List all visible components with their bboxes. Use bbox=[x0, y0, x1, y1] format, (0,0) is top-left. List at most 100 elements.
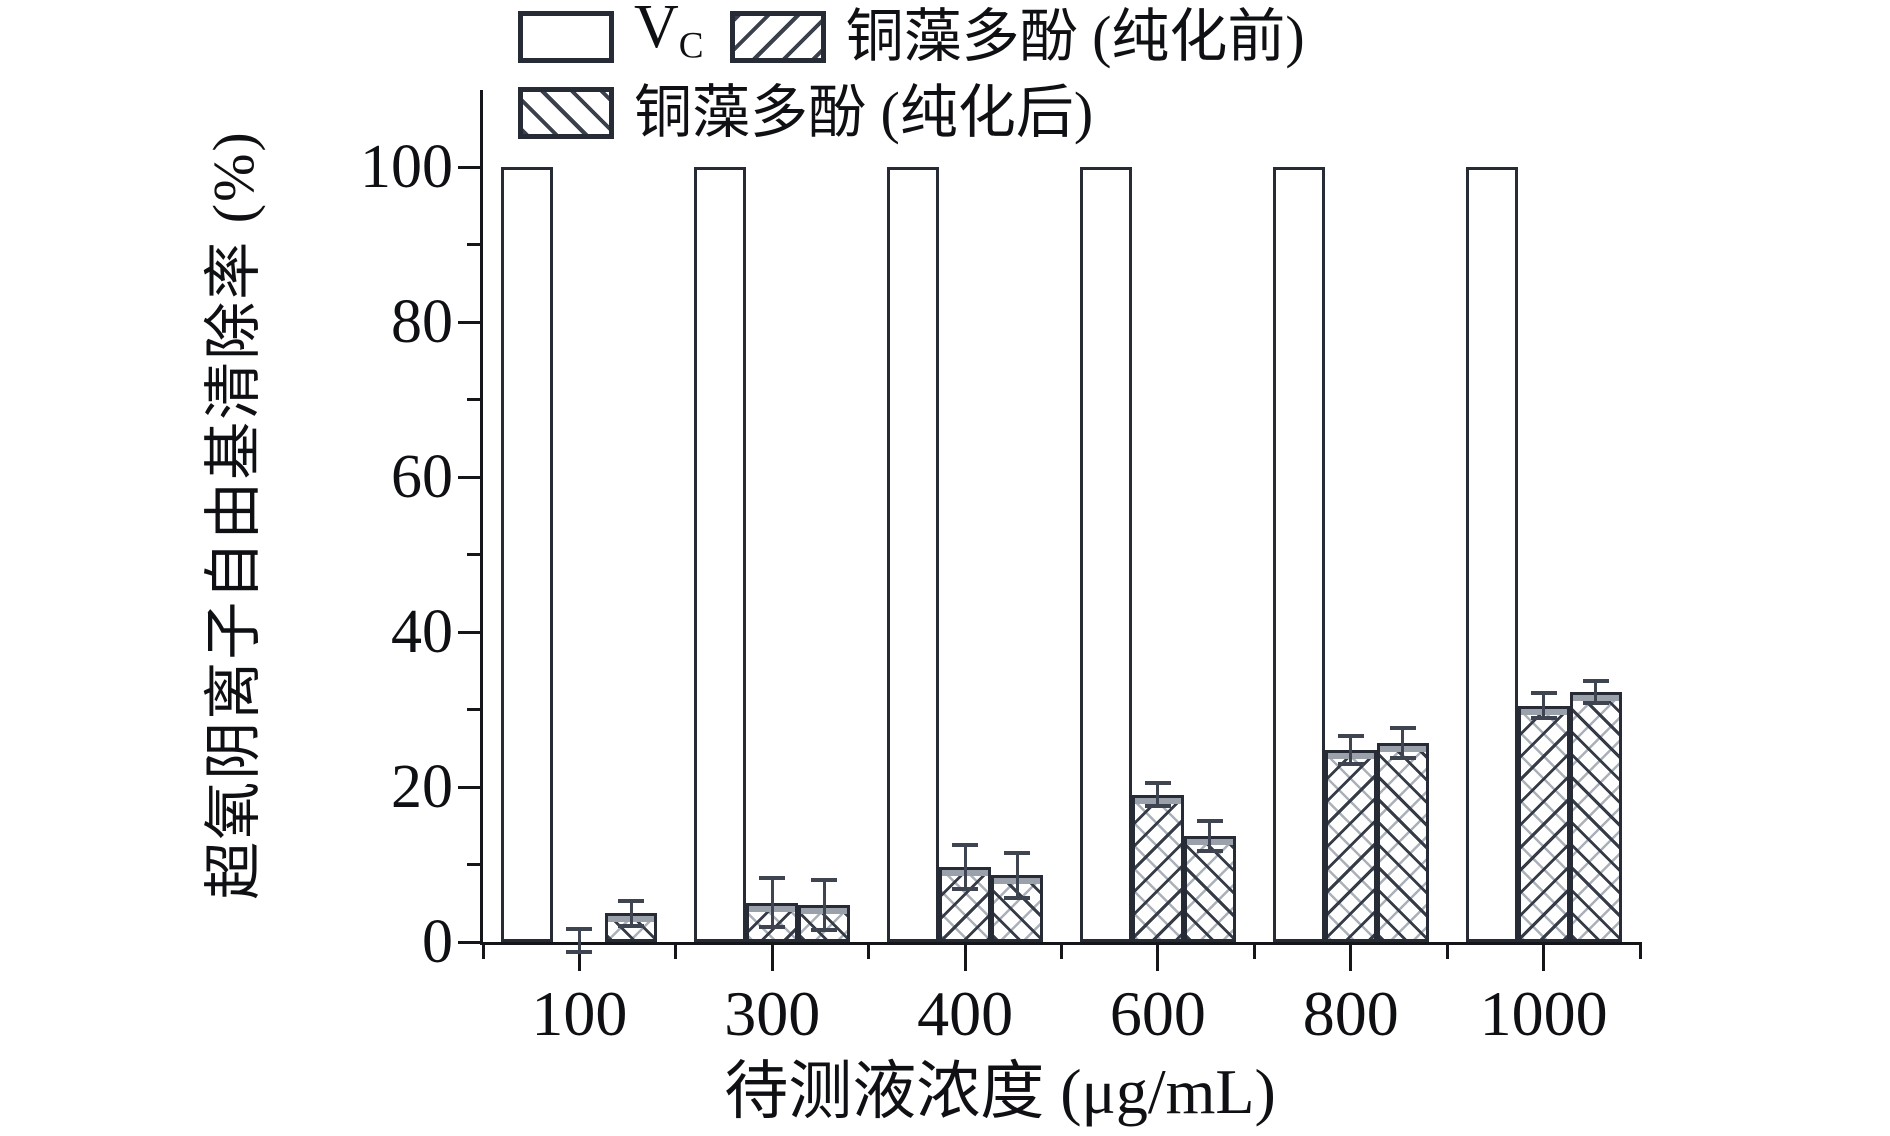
error-bar-line-polyphenol-before-purification-600 bbox=[1156, 783, 1160, 807]
x-axis-title: 待测液浓度 (μg/mL) bbox=[724, 1056, 1276, 1127]
error-bar-line-polyphenol-before-purification-100 bbox=[577, 928, 581, 953]
error-bar-line-polyphenol-after-purification-1000 bbox=[1594, 680, 1598, 703]
error-bar-cap-top bbox=[759, 875, 786, 880]
legend-row-1: VC 铜藻多酚 (纯化前) bbox=[518, 0, 1305, 69]
error-bar-cap-top bbox=[811, 878, 838, 883]
y-tick-label: 20 bbox=[391, 753, 453, 822]
bar-polyphenol-before-purification-1000 bbox=[1517, 705, 1570, 942]
y-tick-label: 80 bbox=[391, 288, 453, 357]
y-tick-label: 40 bbox=[391, 598, 453, 667]
error-bar-cap-top bbox=[618, 898, 645, 903]
x-tick-label: 800 bbox=[1302, 978, 1399, 1049]
error-bar-cap-top bbox=[1004, 850, 1031, 855]
legend: VC 铜藻多酚 (纯化前) 铜藻多酚 (纯化后) bbox=[518, 0, 1305, 158]
y-tick-label: 100 bbox=[360, 133, 453, 202]
error-bar-cap-bottom bbox=[1389, 755, 1416, 760]
error-bar-cap-bottom bbox=[952, 886, 979, 891]
y-tick-minor bbox=[467, 243, 480, 247]
x-tick-label: 400 bbox=[917, 978, 1014, 1049]
bar-polyphenol-before-purification-600 bbox=[1131, 794, 1184, 942]
bar-polyphenol-before-purification-800 bbox=[1324, 749, 1377, 942]
error-bar-line-polyphenol-after-purification-800 bbox=[1401, 728, 1405, 758]
error-bar-line-polyphenol-before-purification-800 bbox=[1349, 735, 1353, 764]
bar-polyphenol-after-purification-800 bbox=[1376, 742, 1429, 942]
error-bar-line-polyphenol-after-purification-400 bbox=[1015, 852, 1019, 898]
x-tick-major bbox=[770, 942, 774, 971]
error-bar-cap-top bbox=[566, 926, 593, 931]
bar-vc-300 bbox=[694, 167, 747, 942]
error-bar-cap-bottom bbox=[1530, 716, 1557, 721]
y-tick-minor bbox=[467, 398, 480, 402]
x-tick-label: 100 bbox=[531, 978, 628, 1049]
error-bar-cap-bottom bbox=[618, 923, 645, 928]
y-tick-minor bbox=[467, 708, 480, 712]
legend-label-vc: VC bbox=[634, 0, 704, 78]
x-tick-major bbox=[963, 942, 967, 971]
error-bar-cap-top bbox=[1582, 678, 1609, 683]
error-bar-line-polyphenol-after-purification-100 bbox=[629, 900, 633, 926]
y-tick-major bbox=[458, 785, 480, 789]
x-tick-minor bbox=[1060, 942, 1063, 959]
error-bar-line-polyphenol-before-purification-400 bbox=[963, 845, 967, 889]
x-tick-major bbox=[577, 942, 581, 971]
error-bar-cap-bottom bbox=[1337, 761, 1364, 766]
y-tick-major bbox=[458, 165, 480, 169]
error-bar-cap-bottom bbox=[759, 925, 786, 930]
error-bar-line-polyphenol-after-purification-300 bbox=[822, 880, 826, 930]
x-tick-label: 300 bbox=[724, 978, 821, 1049]
legend-label-after: 铜藻多酚 (纯化后) bbox=[634, 80, 1094, 145]
bar-vc-400 bbox=[887, 167, 940, 942]
x-tick-label: 600 bbox=[1109, 978, 1206, 1049]
bar-vc-100 bbox=[501, 167, 554, 942]
error-bar-line-polyphenol-before-purification-1000 bbox=[1542, 693, 1546, 719]
bar-vc-600 bbox=[1079, 167, 1132, 942]
error-bar-line-polyphenol-after-purification-600 bbox=[1208, 821, 1212, 851]
y-tick-major bbox=[458, 320, 480, 324]
plot-area: 0 20 40 60 80 100 100 300 400 600 800 1000 bbox=[360, 90, 1642, 1046]
error-bar-cap-bottom bbox=[566, 950, 593, 955]
y-tick-minor bbox=[467, 553, 480, 557]
bar-polyphenol-after-purification-600 bbox=[1183, 835, 1236, 942]
x-tick-minor bbox=[867, 942, 871, 959]
error-bar-cap-top bbox=[1144, 781, 1171, 786]
error-bar-cap-bottom bbox=[811, 927, 838, 932]
x-tick-minor bbox=[1445, 942, 1449, 959]
x-tick-minor bbox=[1252, 942, 1256, 959]
error-bar-cap-bottom bbox=[1582, 700, 1609, 705]
bar-vc-1000 bbox=[1465, 167, 1518, 942]
x-tick-major bbox=[1542, 942, 1546, 971]
legend-swatch-vc bbox=[518, 11, 614, 63]
error-bar-cap-bottom bbox=[1144, 804, 1171, 809]
error-bar-cap-top bbox=[1196, 819, 1223, 824]
bar-polyphenol-after-purification-1000 bbox=[1569, 691, 1622, 942]
error-bar-cap-bottom bbox=[1196, 848, 1223, 853]
error-bar-cap-bottom bbox=[1004, 895, 1031, 900]
y-tick-major bbox=[458, 940, 480, 944]
x-tick-major bbox=[1156, 942, 1160, 971]
legend-row-2: 铜藻多酚 (纯化后) bbox=[518, 82, 1305, 144]
error-bar-cap-top bbox=[1337, 733, 1364, 738]
y-tick-label: 60 bbox=[391, 443, 453, 512]
y-tick-major bbox=[458, 630, 480, 634]
y-tick-minor bbox=[467, 863, 480, 867]
x-tick-label: 1000 bbox=[1479, 978, 1608, 1049]
error-bar-cap-top bbox=[1389, 726, 1416, 731]
legend-swatch-before bbox=[729, 11, 826, 63]
error-bar-cap-top bbox=[1530, 691, 1557, 696]
x-tick-major bbox=[1349, 942, 1353, 971]
x-tick-minor bbox=[481, 942, 485, 959]
bar-vc-800 bbox=[1272, 167, 1325, 942]
error-bar-line-polyphenol-before-purification-300 bbox=[770, 877, 774, 928]
y-axis-title: 超氧阴离子自由基清除率 (%) bbox=[201, 130, 266, 900]
legend-swatch-after bbox=[518, 87, 614, 139]
y-tick-label: 0 bbox=[422, 908, 453, 976]
legend-label-before: 铜藻多酚 (纯化前) bbox=[845, 4, 1305, 69]
y-tick-major bbox=[458, 475, 480, 479]
bar-polyphenol-before-purification-400 bbox=[939, 866, 992, 942]
legend-label-vc-main: V bbox=[634, 0, 679, 62]
x-tick-minor bbox=[1638, 942, 1642, 959]
x-tick-minor bbox=[674, 942, 678, 959]
legend-label-vc-sub: C bbox=[678, 25, 704, 67]
error-bar-cap-top bbox=[952, 843, 979, 848]
